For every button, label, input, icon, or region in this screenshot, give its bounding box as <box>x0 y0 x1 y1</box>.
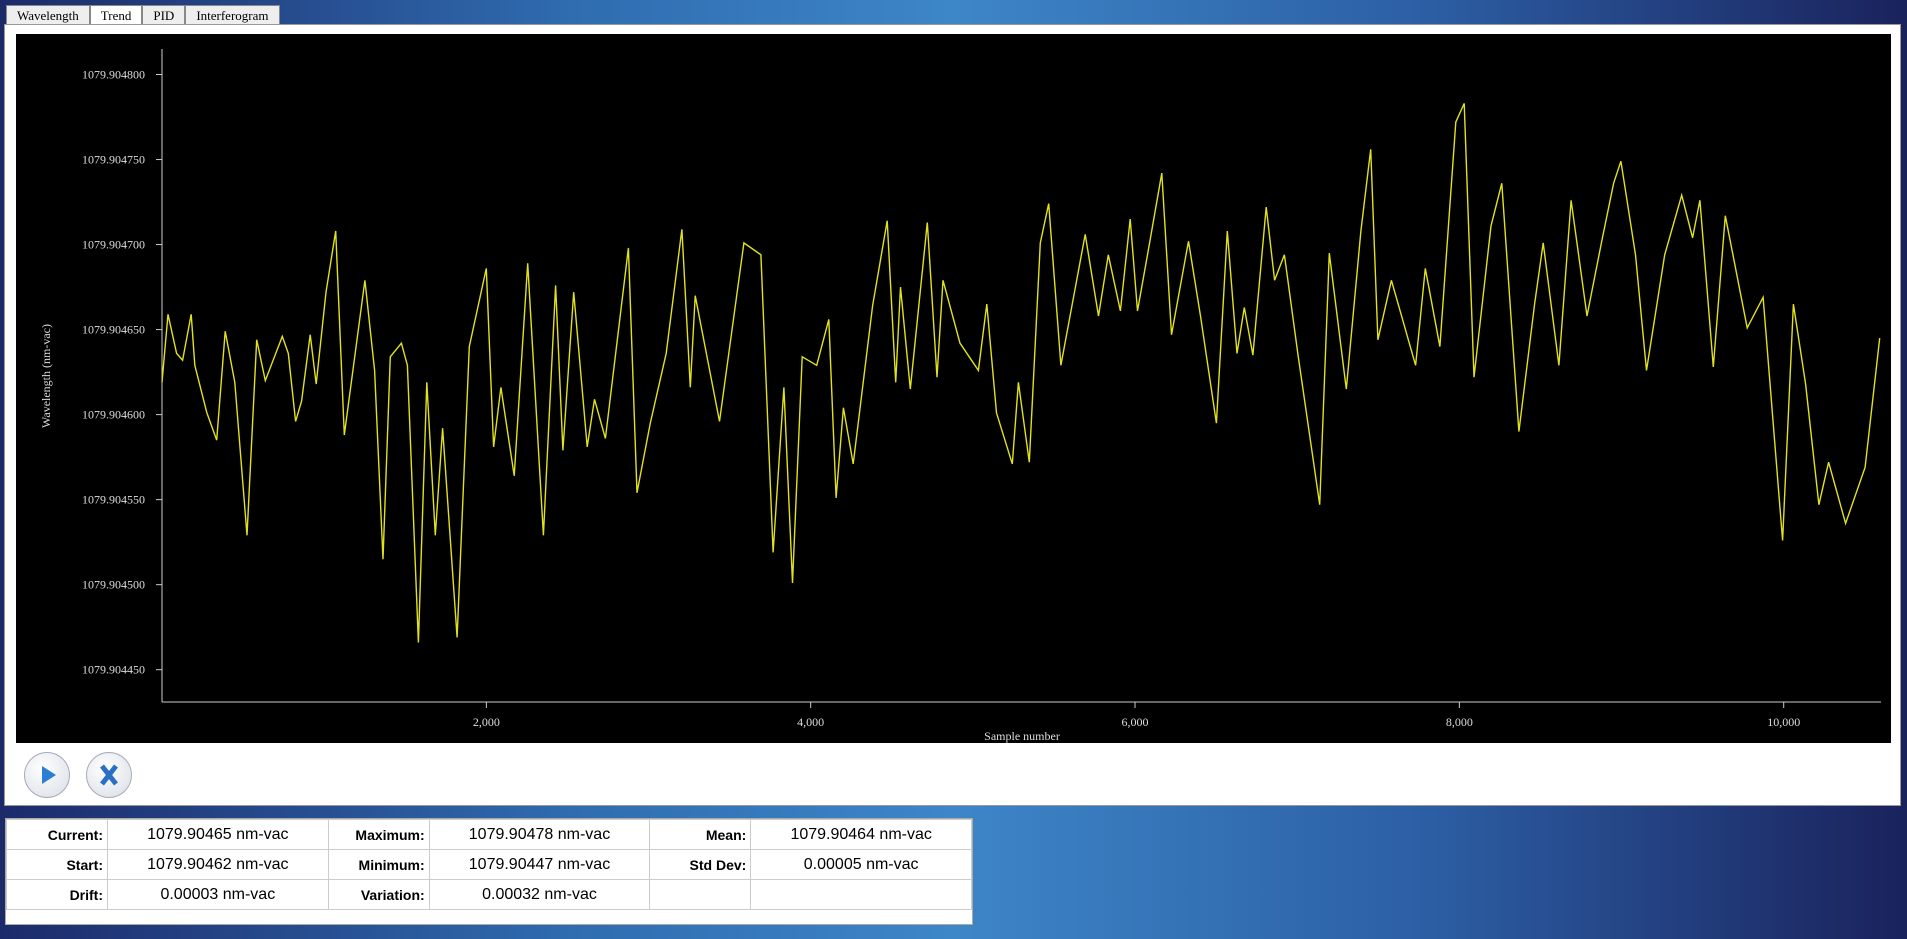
stat-value: 1079.90462 nm-vac <box>107 849 329 880</box>
stat-value <box>750 879 972 910</box>
x-tick-label: 8,000 <box>1446 715 1473 729</box>
x-tick-label: 2,000 <box>473 715 500 729</box>
y-tick-label: 1079.904650 <box>82 323 145 337</box>
play-icon <box>42 766 56 784</box>
y-axis-label: Wavelength (nm-vac) <box>39 324 53 428</box>
stat-label <box>649 879 752 910</box>
stat-value: 1079.90465 nm-vac <box>107 819 329 850</box>
series-line <box>161 103 1881 643</box>
stats-row: Drift: 0.00003 nm-vac Variation: 0.00032 nm… <box>6 879 972 910</box>
y-tick-label: 1079.904550 <box>82 493 145 507</box>
close-icon <box>100 764 118 786</box>
stat-label: Start: <box>6 849 108 880</box>
stats-table: Current: 1079.90465 nm-vac Maximum: 1079.90… <box>6 819 972 910</box>
stats-row: Start: 1079.90462 nm-vac Minimum: 1079.9044… <box>6 849 972 880</box>
stat-value: 0.00005 nm-vac <box>750 849 972 880</box>
stat-label: Mean: <box>649 819 752 850</box>
stat-label: Minimum: <box>327 849 430 880</box>
y-tick-label: 1079.904700 <box>82 238 145 252</box>
play-button[interactable] <box>24 752 70 798</box>
stat-label: Std Dev: <box>649 849 752 880</box>
tab[interactable]: PID <box>142 5 186 25</box>
stat-value: 1079.90464 nm-vac <box>750 819 972 850</box>
stats-panel: Current: 1079.90465 nm-vac Maximum: 1079.90… <box>5 818 973 925</box>
stat-label: Variation: <box>327 879 430 910</box>
tab-bar: Wavelength Trend PID Interferogram <box>6 5 280 25</box>
stat-label: Maximum: <box>327 819 430 850</box>
stat-label: Current: <box>6 819 108 850</box>
tab[interactable]: Interferogram <box>185 5 280 25</box>
stat-value: 1079.90478 nm-vac <box>428 819 651 850</box>
x-tick-label: 4,000 <box>797 715 824 729</box>
close-button[interactable] <box>86 752 132 798</box>
stats-row: Current: 1079.90465 nm-vac Maximum: 1079.90… <box>6 819 972 850</box>
plot-background <box>16 34 1891 743</box>
x-tick-label: 6,000 <box>1122 715 1149 729</box>
y-tick-label: 1079.904800 <box>82 68 145 82</box>
stat-value: 1079.90447 nm-vac <box>428 849 651 880</box>
y-tick-label: 1079.904750 <box>82 153 145 167</box>
x-axis-label: Sample number <box>984 729 1060 743</box>
stat-value: 0.00003 nm-vac <box>107 879 329 910</box>
stat-label: Drift: <box>6 879 108 910</box>
y-tick-label: 1079.904500 <box>82 578 145 592</box>
tab[interactable]: Wavelength <box>6 5 90 25</box>
stat-value: 0.00032 nm-vac <box>428 879 651 910</box>
y-tick-label: 1079.904600 <box>82 408 145 422</box>
x-tick-label: 10,000 <box>1767 715 1800 729</box>
y-tick-label: 1079.904450 <box>82 663 145 677</box>
tab[interactable]: Trend <box>89 5 143 25</box>
